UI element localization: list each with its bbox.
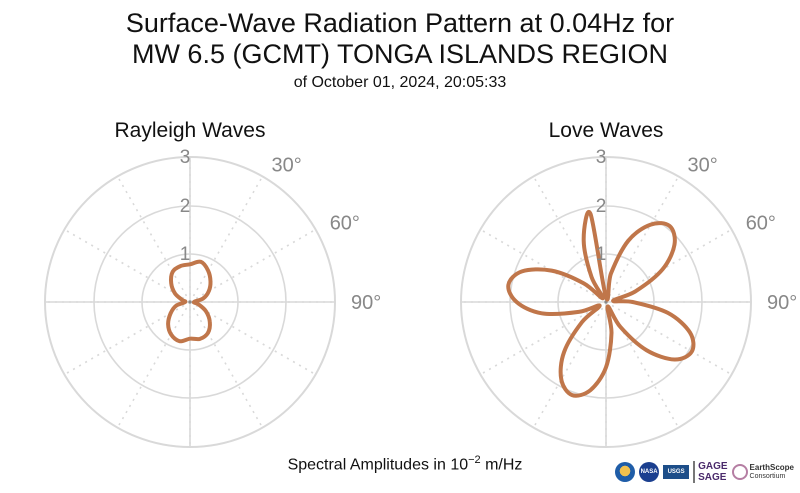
gage-sage-logo: GAGE SAGE (693, 461, 728, 483)
panel-1-grid-spoke (189, 228, 316, 303)
chart-subtitle: of October 01, 2024, 20:05:33 (293, 74, 507, 91)
usgs-logo-icon: USGS (663, 465, 690, 479)
panel-1-grid-spoke (64, 228, 191, 303)
panel-1-grid-spoke (189, 301, 316, 376)
panel-2-grid-spoke (605, 228, 732, 303)
panel-1-grid-spoke (189, 301, 264, 428)
earthscope-logo: EarthScope Consortium (731, 463, 794, 481)
chart-title-line-2: MW 6.5 (GCMT) TONGA ISLANDS REGION (131, 39, 669, 69)
panel-2-grid-spoke (605, 176, 680, 303)
panel-2-grid-spoke (480, 228, 607, 303)
panel-2-grid-ring (509, 205, 703, 399)
panel-1-grid-ring (93, 205, 287, 399)
panel-1-angle-tick-label: 90° (351, 292, 381, 314)
units-suffix: m/Hz (480, 456, 523, 474)
panel-2-grid-spoke (605, 301, 680, 428)
panel-1-grid-ring (44, 156, 336, 448)
panel-2-title: Love Waves (549, 119, 664, 142)
panel-1-r-tick-label: 1 (180, 244, 191, 265)
panel-1-grid-spoke (116, 301, 191, 428)
sponsor-logos: NASA USGS GAGE SAGE EarthScope Consortiu… (615, 461, 794, 483)
nasa-logo-text: NASA (640, 469, 658, 475)
panel-2-series-1-line (506, 209, 696, 398)
panel-2-grid-spoke (532, 176, 607, 303)
panel-2-grid-spoke (480, 301, 607, 376)
panel-2-r-tick-label: 3 (596, 147, 607, 168)
panel-2-grid-spoke (605, 301, 732, 376)
gage-logo-text: GAGE (698, 461, 728, 472)
panel-1-grid-spoke (64, 301, 191, 376)
panel-2-angle-tick-label: 60° (746, 213, 776, 235)
panel-1-r-tick-label: 3 (180, 147, 191, 168)
nsf-logo-icon (615, 462, 636, 482)
panel-2-angle-tick-label: 90° (767, 292, 797, 314)
consortium-logo-text: Consortium (749, 473, 786, 480)
panel-1-series-1-line (166, 259, 213, 344)
panel-2-grid-ring (460, 156, 752, 448)
panel-2-angle-tick-label: 30° (688, 154, 718, 176)
panel-2-r-tick-label: 2 (596, 196, 607, 217)
nasa-logo-icon: NASA (639, 462, 660, 482)
panel-1-r-tick-label: 2 (180, 196, 191, 217)
panel-1-origin-dot (188, 300, 192, 304)
units-prefix: Spectral Amplitudes in 10 (287, 456, 469, 474)
panel-1-grid-spoke (116, 176, 191, 303)
panel-2-grid-ring (557, 253, 655, 351)
panel-1-title: Rayleigh Waves (115, 119, 266, 142)
usgs-logo-text: USGS (667, 469, 685, 475)
title-block: Surface-Wave Radiation Pattern at 0.04Hz… (0, 8, 800, 94)
panel-1-angle-tick-label: 60° (330, 213, 360, 235)
panel-2-r-tick-label: 1 (596, 244, 607, 265)
sage-logo-text: SAGE (698, 472, 727, 483)
panel-2-grid-spoke (532, 301, 607, 428)
panel-1-grid-ring (141, 253, 239, 351)
panel-1-angle-tick-label: 30° (272, 154, 302, 176)
earthscope-mark-icon (731, 464, 748, 480)
units-exponent: −2 (468, 454, 481, 466)
chart-title-line-1: Surface-Wave Radiation Pattern at 0.04Hz… (125, 8, 675, 38)
panel-1-grid-spoke (189, 176, 264, 303)
earthscope-logo-text: EarthScope (749, 463, 794, 472)
amplitude-units-caption: Spectral Amplitudes in 10−2 m/Hz (0, 454, 800, 474)
